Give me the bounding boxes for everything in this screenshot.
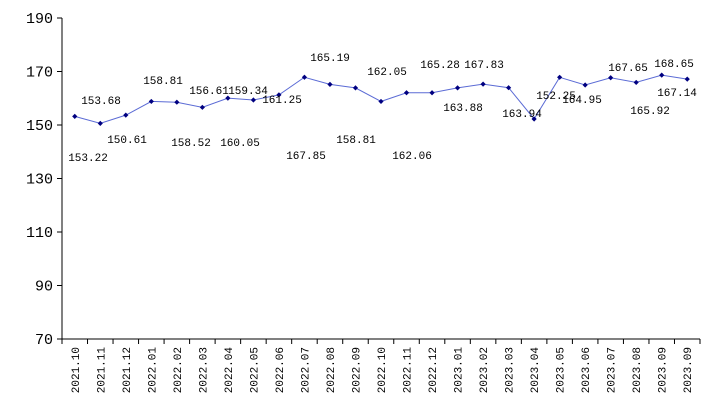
x-tick-label: 2022.07 <box>300 347 312 393</box>
x-tick-label: 2022.03 <box>198 347 210 393</box>
y-axis: 70 90 110 130 150 170 190 <box>26 11 63 349</box>
y-tick-label: 190 <box>26 11 53 28</box>
data-label: 162.06 <box>392 151 432 163</box>
data-point-marker <box>582 82 588 88</box>
x-tick-label: 2022.12 <box>428 347 440 393</box>
data-point-marker <box>97 120 103 126</box>
data-point-marker <box>352 85 359 91</box>
data-label: 168.65 <box>654 59 694 71</box>
data-point-marker <box>557 74 563 80</box>
data-point-marker <box>123 112 129 118</box>
data-point-marker <box>506 85 512 91</box>
x-tick-label: 2022.06 <box>275 347 287 393</box>
data-label: 156.61 <box>189 86 229 98</box>
data-labels: 153.22 153.68 150.61 158.81 158.52 156.61 160.… <box>68 53 697 165</box>
data-point-marker <box>608 75 614 81</box>
x-tick-label: 2022.08 <box>326 347 338 393</box>
data-point-marker <box>531 116 537 122</box>
data-point-marker <box>659 72 665 78</box>
y-tick-label: 70 <box>35 332 53 349</box>
x-tick-label: 2021.12 <box>122 347 134 393</box>
x-tick-label: 2022.11 <box>403 347 415 394</box>
data-label: 165.92 <box>630 106 670 118</box>
data-point-marker <box>72 113 78 119</box>
data-point-marker <box>225 95 231 101</box>
data-label: 160.05 <box>220 138 260 150</box>
data-point-marker <box>199 104 205 110</box>
x-tick-label: 2022.09 <box>351 347 363 393</box>
x-tick-label: 2023.04 <box>530 347 542 394</box>
data-label: 150.61 <box>107 135 147 147</box>
data-point-marker <box>148 98 154 105</box>
x-tick-label: 2022.05 <box>249 347 261 393</box>
data-point-marker <box>327 81 333 87</box>
data-point-marker <box>276 92 282 98</box>
data-label: 159.34 <box>228 86 268 98</box>
x-tick-label: 2023.06 <box>581 347 593 393</box>
data-label: 153.22 <box>68 153 108 165</box>
x-tick-label: 2021.10 <box>71 347 83 393</box>
x-tick-label: 2023.01 <box>454 347 466 394</box>
y-tick-label: 150 <box>26 118 53 135</box>
data-label: 152.25 <box>536 91 576 103</box>
x-tick-label: 2023.02 <box>479 347 491 393</box>
x-tick-label: 2022.02 <box>173 347 185 393</box>
data-point-marker <box>454 85 461 91</box>
data-label: 163.94 <box>502 109 542 121</box>
x-tick-label: 2023.03 <box>505 347 517 393</box>
data-point-marker <box>403 90 410 96</box>
data-label: 153.68 <box>81 96 121 108</box>
y-tick-label: 90 <box>35 279 53 296</box>
data-point-marker <box>301 74 308 80</box>
data-point-marker <box>480 81 486 87</box>
data-label: 167.65 <box>608 63 648 75</box>
x-tick-label: 2023.07 <box>607 347 619 393</box>
data-point-marker <box>250 97 256 103</box>
y-tick-label: 130 <box>26 172 53 189</box>
data-label: 161.25 <box>262 95 302 107</box>
y-tick-label: 170 <box>26 65 53 82</box>
series-line <box>72 72 690 126</box>
data-label: 158.81 <box>336 135 376 147</box>
data-point-marker <box>174 99 180 105</box>
x-tick-label: 2023.08 <box>632 347 644 393</box>
x-tick-label: 2023.09 <box>683 347 695 393</box>
data-label: 165.28 <box>420 60 460 72</box>
data-label: 165.19 <box>310 53 350 65</box>
data-label: 158.81 <box>143 76 183 88</box>
data-label: 158.52 <box>171 138 211 150</box>
data-label: 163.88 <box>443 103 483 115</box>
x-axis: 2021.10 2021.11 2021.12 2022.01 2022.02 2022.… <box>61 338 701 394</box>
x-tick-label: 2022.04 <box>224 347 236 394</box>
x-tick-label: 2023.05 <box>556 347 568 393</box>
data-point-marker <box>684 76 690 82</box>
x-tick-label: 2023.09 <box>658 347 670 393</box>
data-label: 167.14 <box>657 88 697 100</box>
data-label: 167.85 <box>286 151 326 163</box>
data-label: 164.95 <box>562 95 602 107</box>
data-point-marker <box>378 98 384 105</box>
data-point-marker <box>633 79 639 86</box>
y-tick-label: 110 <box>26 225 53 242</box>
x-tick-label: 2022.10 <box>377 347 389 393</box>
x-tick-label: 2021.11 <box>96 347 108 394</box>
x-tick-label: 2022.01 <box>147 347 159 394</box>
data-label: 167.83 <box>464 60 504 72</box>
data-point-marker <box>429 90 435 96</box>
data-label: 162.05 <box>367 67 407 79</box>
